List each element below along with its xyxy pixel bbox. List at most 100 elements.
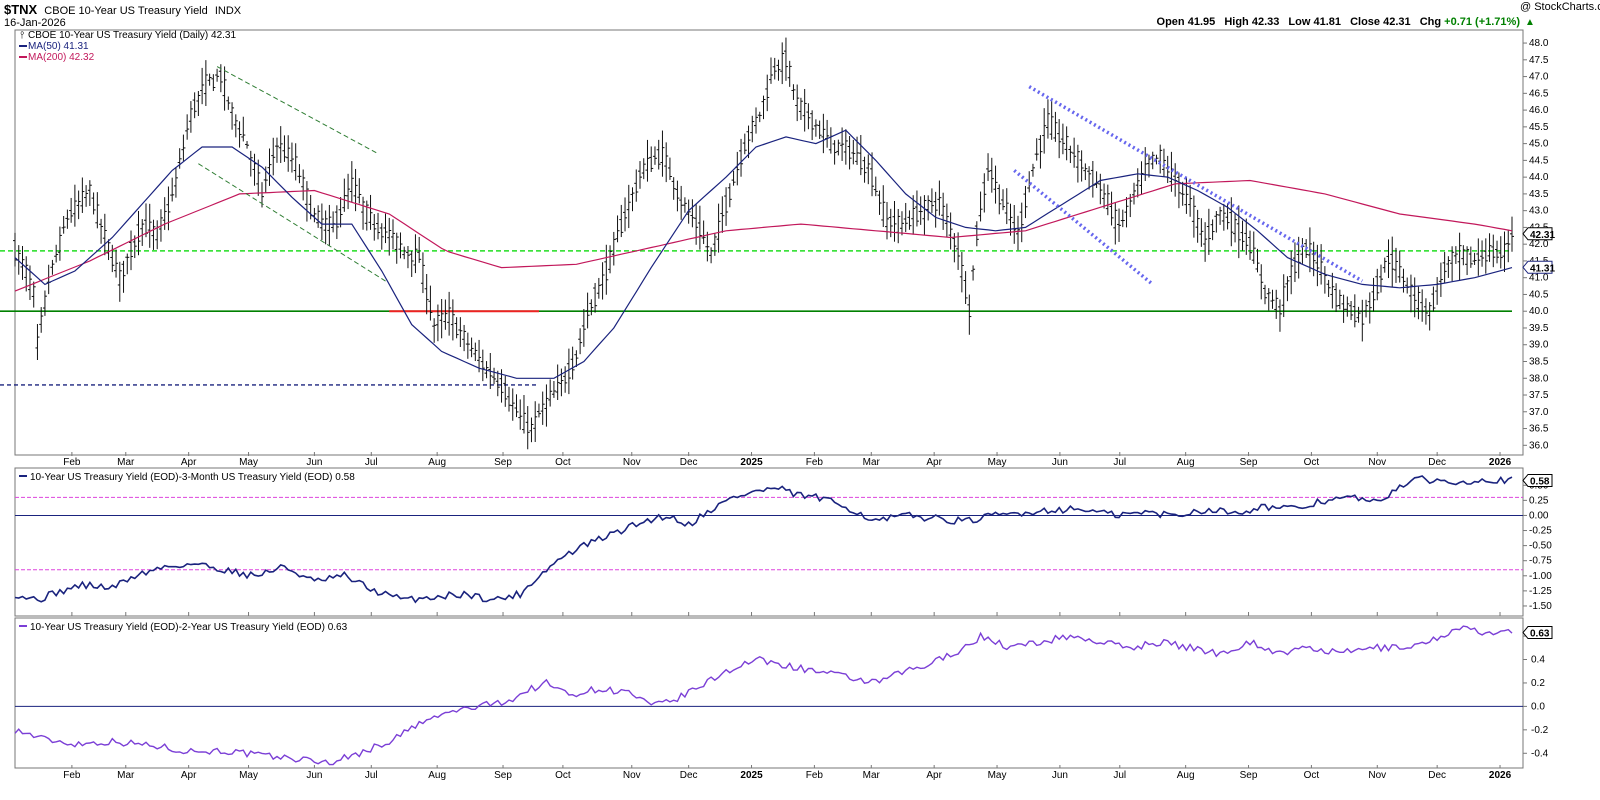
spread2y-ytick-label: 0.0: [1531, 701, 1545, 712]
ohlc-bar: [1251, 231, 1256, 264]
ohlc-bar: [1468, 246, 1473, 268]
spread3m-last-value-tag: 0.58: [1522, 473, 1553, 487]
ohlc-bar: [1334, 283, 1339, 312]
price-ytick-label: 47.5: [1529, 55, 1549, 66]
ohlc-bar: [245, 141, 250, 149]
price-ytick-label: 45.5: [1529, 122, 1549, 133]
ohlc-bar: [200, 67, 205, 105]
ohlc-bar: [892, 200, 897, 242]
ohlc-bar: [1289, 250, 1294, 295]
ohlc-bar: [1491, 234, 1496, 268]
ohlc-bar: [1117, 208, 1122, 242]
ohlc-bar: [402, 246, 407, 260]
ohlc-bar: [338, 197, 343, 228]
price-ytick-label: 43.0: [1529, 206, 1549, 217]
ohlc-bar: [492, 367, 497, 385]
ohlc-bar: [817, 120, 822, 139]
ohlc-bar: [1431, 286, 1436, 312]
ohlc-bar: [203, 60, 208, 107]
ohlc-bar: [1248, 230, 1253, 260]
ohlc-bar: [1102, 183, 1107, 209]
ohlc-bar: [1423, 298, 1428, 325]
ohlc-bar: [559, 368, 564, 397]
spread-2y-panel-frame: [14, 617, 1524, 769]
ohlc-bar: [1386, 239, 1391, 279]
ohlc-bar: [858, 135, 863, 176]
ohlc-bar: [600, 262, 605, 300]
price-ytick-label: 40.0: [1529, 306, 1549, 317]
ohlc-bar: [1401, 268, 1406, 293]
ohlc-bar: [1453, 246, 1458, 264]
watermark: @ StockCharts.com: [1520, 1, 1600, 13]
ohlc-bar: [649, 146, 654, 172]
ohlc-bar: [443, 299, 448, 330]
ohlc-bar: [1510, 216, 1514, 252]
x-axis-label: Feb: [806, 457, 824, 468]
ohlc-bar: [1483, 238, 1488, 274]
ohlc-bar: [780, 42, 785, 85]
ohlc-bar: [1053, 111, 1058, 142]
ohlc-bar: [1132, 182, 1137, 205]
spread3m-line: [14, 475, 1513, 604]
ohlc-bar: [903, 202, 908, 232]
x-axis-label: Mar: [117, 770, 135, 781]
ohlc-bar: [297, 164, 302, 184]
spread3m-last-value-tag-text: 0.58: [1530, 476, 1550, 487]
ohlc-bar: [1094, 171, 1099, 189]
ohlc-bar: [941, 192, 946, 230]
ohlc-bar: [914, 190, 919, 227]
ohlc-bar: [1461, 245, 1466, 266]
ohlc-bar: [61, 216, 66, 234]
ohlc-bar: [372, 214, 377, 241]
x-axis-label: 2026: [1489, 770, 1512, 781]
ohlc-bar: [1012, 205, 1017, 244]
x-axis-label: Jun: [1052, 770, 1068, 781]
ohlc-bar: [129, 230, 134, 271]
spread3m-ytick-label: 0.00: [1529, 510, 1549, 521]
ohlc-bar: [1135, 168, 1140, 198]
ohlc-bar: [888, 208, 893, 238]
ohlc-bar: [102, 213, 107, 256]
ohlc-bar: [1371, 277, 1376, 312]
ohlc-bar: [420, 252, 425, 294]
ohlc-bar: [989, 157, 994, 193]
ohlc-bar: [233, 114, 238, 138]
ohlc-bar: [1027, 171, 1032, 193]
ohlc-bar: [1105, 184, 1110, 216]
ohlc-bar: [458, 317, 463, 347]
ohlc-bar: [536, 403, 541, 418]
ohlc-bar: [791, 84, 796, 100]
x-axis-label: Mar: [117, 457, 135, 468]
x-axis-label: May: [988, 770, 1007, 781]
ohlc-bar: [660, 130, 665, 177]
x-axis-label: Jul: [1113, 770, 1126, 781]
price-ytick-label: 40.5: [1529, 289, 1549, 300]
ohlc-bar: [570, 346, 575, 380]
ohlc-bar: [121, 260, 126, 293]
ohlc-bar: [709, 247, 714, 264]
ohlc-bar: [641, 158, 646, 180]
ohlc-bar: [1218, 206, 1223, 225]
ohlc-bar: [1004, 188, 1009, 225]
ohlc-bar: [1090, 160, 1095, 198]
ohlc-bar: [918, 196, 923, 225]
ohlc-bar: [866, 154, 871, 185]
ohlc-bar: [376, 212, 381, 240]
ohlc-bar: [682, 197, 687, 213]
ohlc-bar: [226, 96, 231, 110]
ohlc-bar: [828, 127, 833, 154]
ohlc-bar: [873, 176, 878, 197]
ohlc-bar: [701, 220, 706, 245]
ohlc-bar: [1266, 288, 1271, 311]
ohlc-bar: [746, 125, 751, 159]
ohlc-bar: [667, 157, 672, 180]
x-axis-label: Jun: [306, 457, 322, 468]
ohlc-bar: [1285, 276, 1290, 302]
ohlc-bar: [937, 180, 942, 216]
ohlc-bar: [293, 143, 298, 181]
ohlc-bar: [754, 107, 759, 134]
ohlc-bar: [383, 213, 388, 244]
ohlc-bar: [1364, 299, 1369, 318]
ohlc-bar: [252, 153, 257, 186]
ohlc-bar: [357, 178, 362, 204]
